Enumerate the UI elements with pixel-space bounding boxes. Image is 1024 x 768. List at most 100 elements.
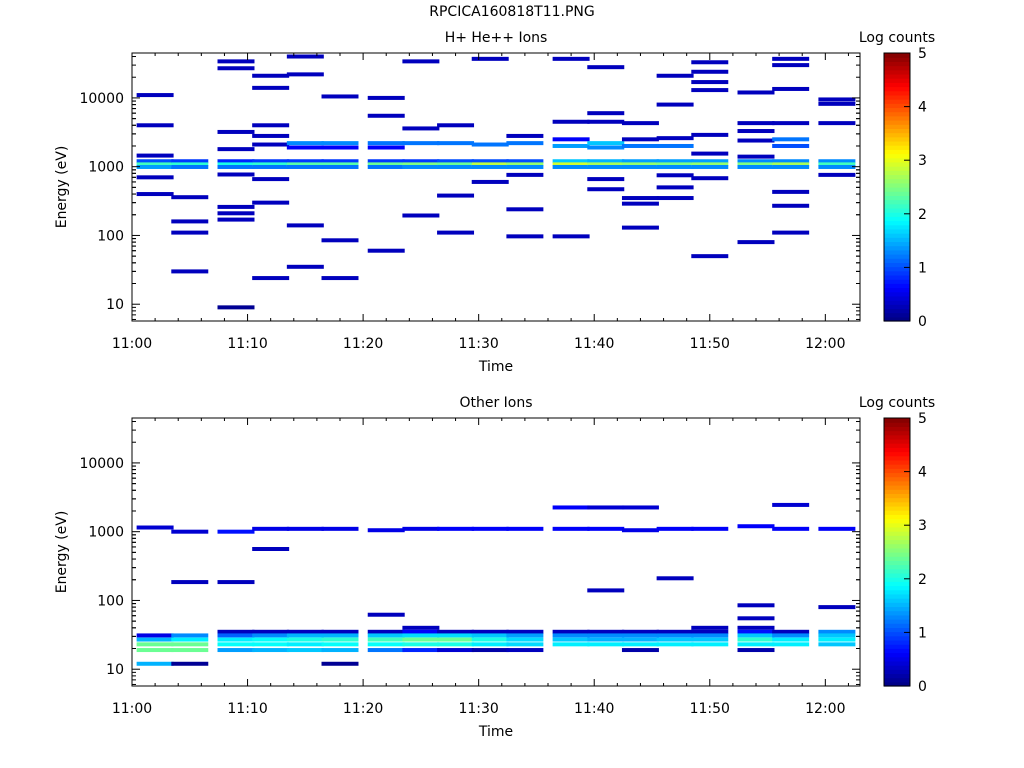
heatmap-cell: [772, 164, 810, 169]
colorbar-segment: [884, 86, 910, 92]
heatmap-cell: [691, 526, 729, 531]
colorbar-segment: [884, 224, 910, 230]
heatmap-cell: [252, 177, 290, 182]
heatmap-cell: [552, 642, 590, 647]
colorbar-segment: [884, 577, 910, 582]
heatmap-cell: [737, 642, 775, 647]
heatmap-cell: [552, 637, 590, 642]
heatmap-cell: [737, 240, 775, 245]
heatmap-cell: [437, 230, 475, 235]
colorbar-tick-label: 5: [918, 46, 927, 62]
heatmap-cell: [552, 56, 590, 61]
heatmap-cell: [171, 269, 209, 274]
heatmap-cell: [367, 248, 405, 253]
colorbar-segment: [884, 199, 910, 205]
heatmap-cell: [656, 173, 694, 178]
heatmap-cell: [402, 637, 440, 642]
heatmap-cell: [367, 629, 405, 634]
heatmap-cell: [367, 95, 405, 100]
heatmap-cell: [587, 65, 625, 70]
heatmap-cell: [367, 528, 405, 533]
heatmap-cell: [656, 143, 694, 148]
heatmap-cell: [217, 642, 255, 647]
heatmap-cell: [506, 633, 544, 638]
heatmap-cell: [621, 143, 659, 148]
colorbar-segment: [884, 300, 910, 305]
x-tick-label: 11:40: [574, 701, 614, 717]
heatmap-cell: [286, 264, 324, 269]
heatmap-cell: [506, 234, 544, 239]
colorbar-segment: [884, 418, 910, 423]
heatmap-cell: [552, 234, 590, 239]
heatmap-cell: [737, 121, 775, 126]
colorbar-segment: [884, 254, 910, 259]
heatmap-cell: [217, 637, 255, 642]
heatmap-cell: [286, 72, 324, 77]
heatmap-cell: [772, 137, 810, 142]
colorbar-segment: [884, 207, 910, 213]
colorbar-segment: [884, 623, 910, 628]
heatmap-cell: [656, 73, 694, 78]
colorbar-segment: [884, 287, 910, 293]
colorbar-segment: [884, 644, 910, 649]
heatmap-cell: [217, 529, 255, 534]
heatmap-cell: [471, 142, 509, 147]
heatmap-cell: [402, 648, 440, 653]
heatmap-cell: [552, 162, 590, 167]
heatmap-cell: [506, 133, 544, 138]
colorbar-tick-label: 2: [918, 572, 927, 588]
colorbar-tick-label: 1: [918, 625, 927, 641]
heatmap-cell: [471, 637, 509, 642]
heatmap-cell: [506, 162, 544, 167]
heatmap-cell: [656, 642, 694, 647]
colorbar-segment: [884, 140, 910, 146]
colorbar-segment: [884, 245, 910, 251]
heatmap-cell: [772, 56, 810, 61]
heatmap-cell: [656, 633, 694, 638]
heatmap-cell: [587, 119, 625, 124]
colorbar-tick-label: 3: [918, 518, 927, 534]
heatmap-cell: [402, 162, 440, 167]
colorbar-segment: [884, 614, 910, 620]
heatmap-cell: [656, 102, 694, 107]
heatmap-cell: [402, 126, 440, 131]
heatmap-cell: [217, 164, 255, 169]
heatmap-cell: [587, 588, 625, 593]
colorbar-segment: [884, 480, 910, 486]
colorbar-segment: [884, 669, 910, 675]
heatmap-cell: [772, 121, 810, 126]
heatmap-cell: [367, 612, 405, 617]
heatmap-cell: [737, 625, 775, 630]
heatmap-cell: [321, 159, 359, 164]
colorbar-segment: [884, 552, 910, 557]
heatmap-cell: [136, 175, 174, 180]
heatmap-cell: [402, 642, 440, 647]
heatmap-cell: [437, 141, 475, 146]
colorbar-segment: [884, 619, 910, 624]
colorbar-segment: [884, 291, 910, 297]
colorbar-segment: [884, 274, 910, 280]
panel-title: Other Ions: [459, 395, 532, 411]
heatmap-cell: [252, 633, 290, 638]
heatmap-cell: [737, 154, 775, 159]
heatmap-cell: [506, 629, 544, 634]
x-tick-label: 11:50: [690, 336, 730, 352]
colorbar-segment: [884, 295, 910, 301]
heatmap-cell: [367, 113, 405, 118]
heatmap-cell: [367, 633, 405, 638]
heatmap-cell: [471, 159, 509, 164]
heatmap-cell: [437, 642, 475, 647]
colorbar-segment: [884, 73, 910, 79]
y-tick-label: 1000: [88, 525, 124, 541]
colorbar-segment: [884, 187, 910, 192]
colorbar-segment: [884, 53, 910, 58]
heatmap-cell: [552, 164, 590, 169]
heatmap-cell: [691, 132, 729, 137]
heatmap-cell: [217, 648, 255, 653]
colorbar-segment: [884, 430, 910, 436]
colorbar-segment: [884, 572, 910, 578]
heatmap-cell: [286, 159, 324, 164]
colorbar-segment: [884, 681, 910, 687]
colorbar-segment: [884, 308, 910, 314]
heatmap-cell: [171, 219, 209, 224]
